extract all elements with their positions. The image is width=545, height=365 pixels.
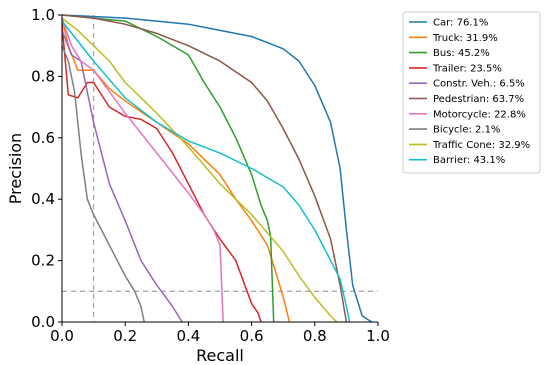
x-tick-label-0: 0.0 <box>50 327 74 345</box>
y-tick-label-3: 0.6 <box>31 129 55 147</box>
legend-entry-0: Car: 76.1% <box>433 18 488 29</box>
series-line-3 <box>61 24 262 323</box>
legend-box <box>402 11 541 174</box>
series-line-7 <box>61 45 145 323</box>
y-axis-label: Precision <box>6 133 25 204</box>
legend-entry-3: Trailer: 23.5% <box>432 63 502 74</box>
x-tick-label-5: 1.0 <box>366 327 390 345</box>
series-line-0 <box>61 14 373 323</box>
series-line-9 <box>61 20 351 323</box>
legend-entry-1: Truck: 31.9% <box>432 33 498 44</box>
legend-entry-4: Constr. Veh.: 6.5% <box>433 79 525 90</box>
legend-entry-8: Traffic Cone: 32.9% <box>432 140 530 151</box>
series-line-4 <box>61 30 183 323</box>
reference-lines <box>62 15 378 322</box>
series-line-6 <box>61 17 224 323</box>
series-layer <box>61 14 373 323</box>
legend-entry-5: Pedestrian: 63.7% <box>433 94 524 105</box>
series-line-2 <box>61 14 275 323</box>
x-tick-label-4: 0.8 <box>303 327 327 345</box>
legend-entry-2: Bus: 45.2% <box>433 48 490 59</box>
y-tick-label-0: 0.0 <box>31 313 55 331</box>
y-tick-label-4: 0.8 <box>31 67 55 85</box>
legend-entry-6: Motorcycle: 22.8% <box>433 109 526 120</box>
y-tick-label-5: 1.0 <box>31 6 55 24</box>
x-axis-label: Recall <box>196 346 244 365</box>
x-tick-label-3: 0.6 <box>240 327 264 345</box>
series-line-8 <box>61 17 338 323</box>
x-tick-label-1: 0.2 <box>113 327 137 345</box>
y-tick-label-1: 0.2 <box>31 252 55 270</box>
y-tick-label-2: 0.4 <box>31 190 55 208</box>
x-tick-label-2: 0.4 <box>176 327 200 345</box>
legend-entry-9: Barrier: 43.1% <box>433 155 505 166</box>
axes: 0.0 0.2 0.4 0.6 0.8 1.0 0.0 0.2 0.4 0.6 0.8 1.0 <box>31 6 390 345</box>
series-line-5 <box>61 14 348 323</box>
legend: Car: 76.1% Truck: 31.9% Bus: 45.2% Trailer:… <box>402 11 541 174</box>
legend-entry-7: Bicycle: 2.1% <box>433 125 500 136</box>
